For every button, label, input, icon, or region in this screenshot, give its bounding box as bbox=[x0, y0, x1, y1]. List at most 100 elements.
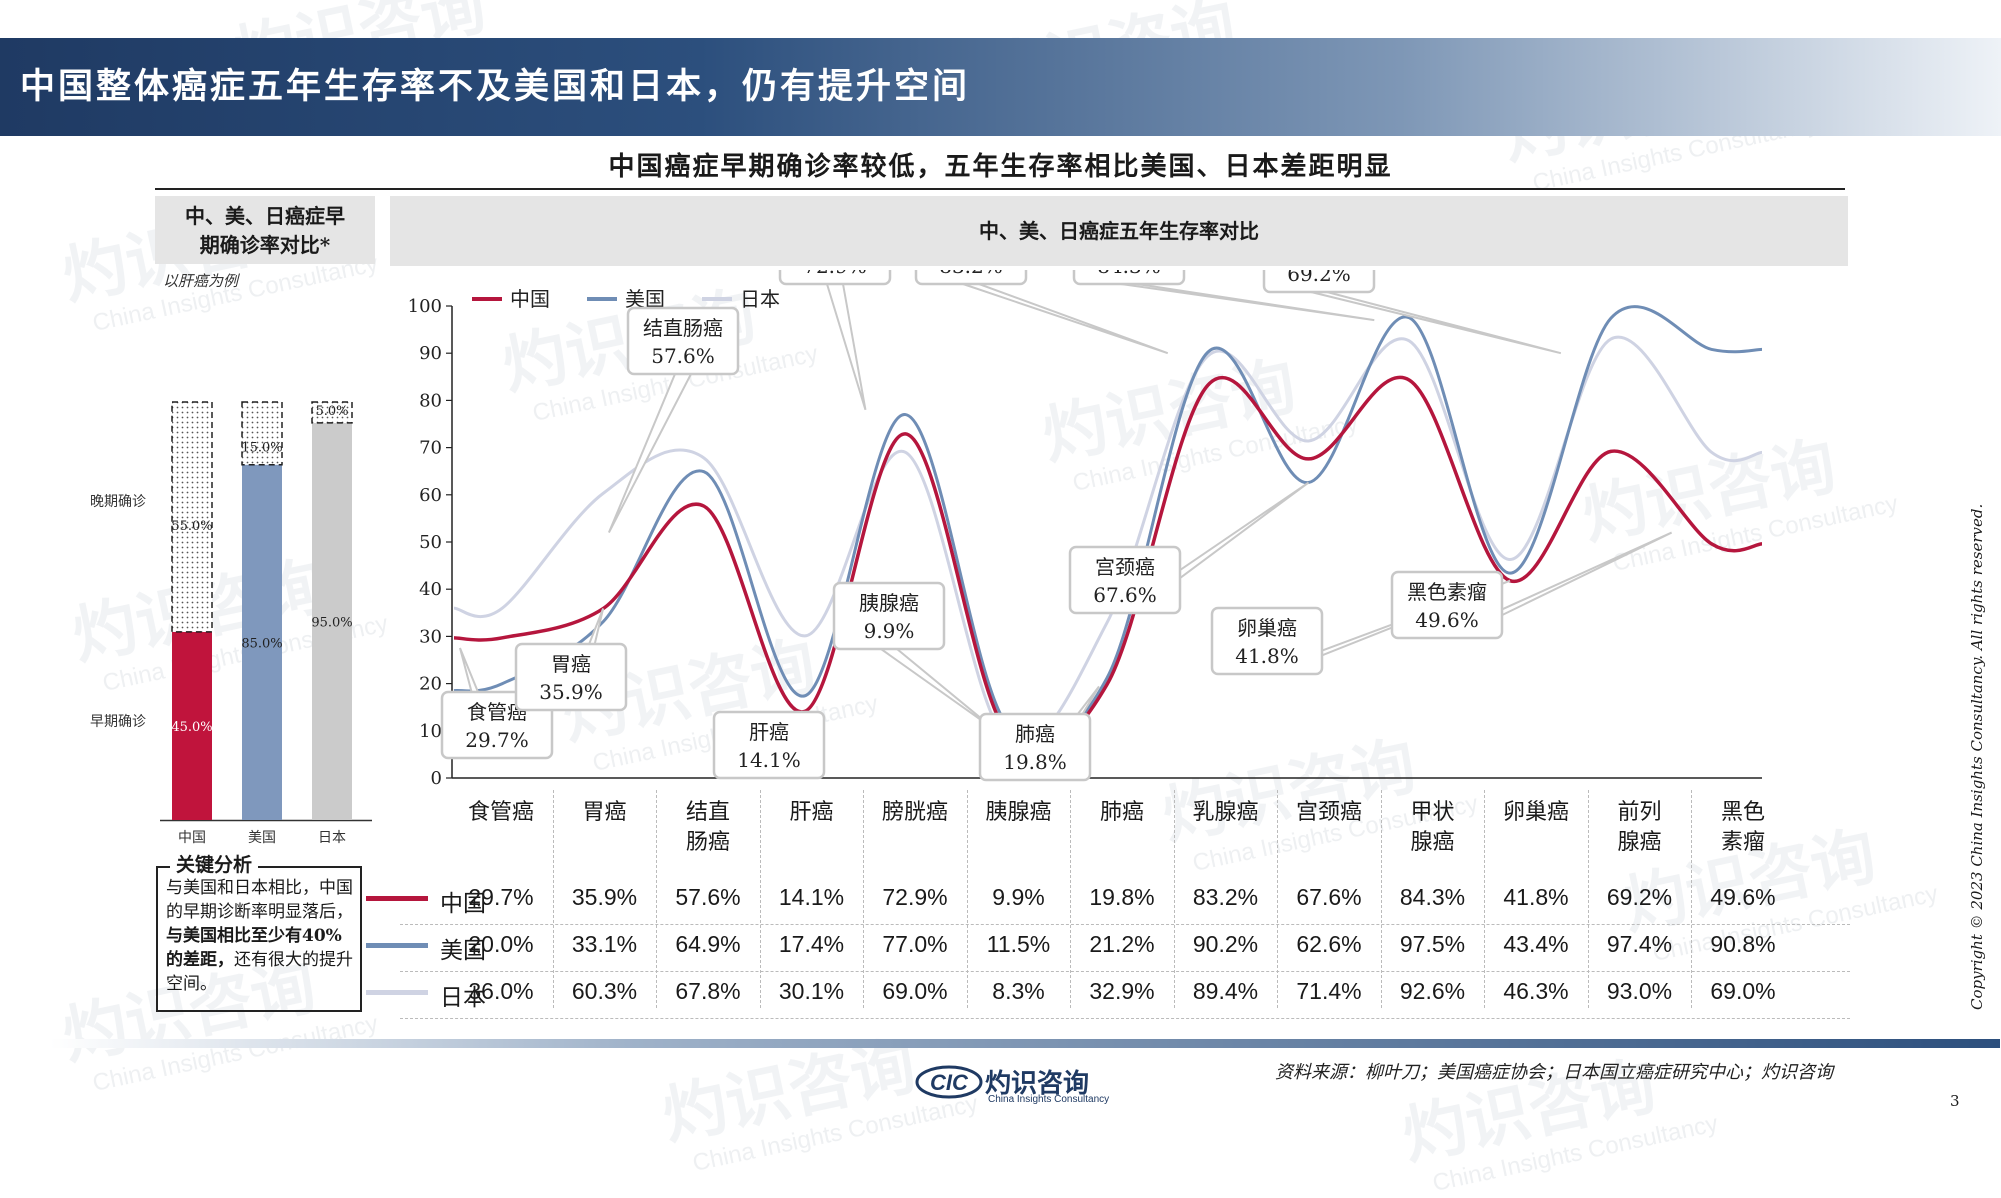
callout-name-5: 胰腺癌 bbox=[859, 591, 919, 615]
table-header-12: 黑色 素瘤 bbox=[1692, 798, 1794, 858]
callout-9: 甲状腺癌84.3% bbox=[1072, 270, 1375, 322]
key-analysis-text-end: 还有很大的提升空间。 bbox=[166, 950, 353, 994]
cic-logo-icon: CIC bbox=[915, 1065, 983, 1099]
late-stage-label: 晚期确诊 bbox=[90, 494, 146, 510]
callout-value-9: 84.3% bbox=[1097, 270, 1161, 278]
early-diagnosis-bar-chart: 45.0% 55.0% 中国 85.0% 15.0% 美国 95.0% 5.0% 日本 晚期确诊早… bbox=[90, 401, 372, 846]
table-cell: 9.9% bbox=[992, 884, 1045, 910]
table-cell: 33.1% bbox=[571, 931, 638, 957]
table-cell: 67.6% bbox=[1296, 884, 1362, 910]
table-cell: 36.0% bbox=[468, 978, 534, 1004]
table-header-line: 腺癌 bbox=[1410, 830, 1455, 855]
bar-early-2 bbox=[312, 422, 352, 820]
bar-early-label-1: 85.0% bbox=[241, 636, 282, 651]
left-panel-title-line2: 期确诊率对比* bbox=[199, 233, 331, 257]
table-header-line: 结直 bbox=[685, 800, 730, 825]
table-row-swatch-1 bbox=[366, 943, 428, 948]
table-cell: 32.9% bbox=[1089, 978, 1155, 1004]
left-panel-header: 中、美、日癌症早 期确诊率对比* bbox=[155, 196, 375, 264]
key-analysis-bold: 与美国相比至少有40%的差距， bbox=[166, 926, 342, 970]
table-cell: 30.1% bbox=[778, 978, 845, 1004]
callout-box-3 bbox=[712, 710, 826, 780]
table-row-divider bbox=[400, 971, 1850, 972]
table-row-swatch-2 bbox=[366, 990, 428, 995]
table-cell: 46.3% bbox=[1503, 978, 1569, 1004]
table-header-0: 食管癌 bbox=[450, 798, 552, 828]
table-cell: 89.4% bbox=[1192, 978, 1259, 1004]
table-header-line: 乳腺癌 bbox=[1192, 800, 1259, 825]
callout-box-4 bbox=[778, 270, 892, 286]
y-tick-label-0: 0 bbox=[431, 768, 442, 789]
table-column-divider bbox=[1380, 790, 1382, 1008]
table-header-line: 甲状 bbox=[1410, 800, 1455, 825]
callout-pointer-4 bbox=[825, 283, 867, 411]
table-header-10: 卵巢癌 bbox=[1485, 798, 1587, 828]
table-cell: 41.8% bbox=[1503, 884, 1569, 910]
table-cell: 21.2% bbox=[1089, 931, 1155, 957]
y-tick-label-10: 100 bbox=[408, 296, 442, 317]
table-header-3: 肝癌 bbox=[761, 798, 863, 828]
table-cell: 29.7% bbox=[468, 884, 534, 910]
callout-box-8 bbox=[1068, 545, 1182, 615]
callout-4: 膀胱癌72.9% bbox=[778, 270, 892, 411]
table-header-2: 结直 肠癌 bbox=[657, 798, 759, 858]
bar-early-label-2: 95.0% bbox=[311, 615, 352, 630]
table-cell: 90.8% bbox=[1710, 931, 1776, 957]
bar-early-0 bbox=[172, 631, 212, 820]
table-header-6: 肺癌 bbox=[1071, 798, 1173, 828]
watermark-subtext: China Insights Consultancy bbox=[90, 1010, 381, 1097]
table-cell: 64.9% bbox=[675, 931, 741, 957]
table-header-line: 素瘤 bbox=[1720, 830, 1765, 855]
table-column-divider bbox=[1484, 790, 1485, 1008]
callout-3: 肝癌 14.1% bbox=[712, 710, 826, 780]
bar-late-label-2: 5.0% bbox=[315, 404, 348, 419]
table-column-divider bbox=[1070, 790, 1071, 1008]
table-cell: 67.8% bbox=[675, 978, 741, 1004]
callout-box-1 bbox=[514, 642, 628, 712]
y-tick-label-2: 20 bbox=[419, 674, 442, 695]
table-cell: 57.6% bbox=[675, 884, 741, 910]
legend-label-2: 日本 bbox=[740, 287, 780, 311]
table-header-line: 腺癌 bbox=[1617, 830, 1662, 855]
callout-pointer-7 bbox=[962, 283, 1169, 355]
logo-name: 灼识咨询 bbox=[985, 1069, 1090, 1099]
callout-name-1: 胃癌 bbox=[551, 652, 591, 676]
table-row-label-0: 中国 bbox=[440, 891, 486, 917]
bar-category-1: 美国 bbox=[248, 830, 276, 846]
callout-name-2: 结直肠癌 bbox=[643, 316, 723, 340]
table-cell: 60.3% bbox=[571, 978, 638, 1004]
bar-late-label-0: 55.0% bbox=[171, 519, 212, 534]
table-column-divider bbox=[1277, 790, 1278, 1008]
table-cell: 43.4% bbox=[1503, 931, 1569, 957]
table-column-divider bbox=[863, 790, 864, 1008]
callout-name-6: 肺癌 bbox=[1015, 722, 1055, 746]
table-cell: 97.5% bbox=[1399, 931, 1466, 957]
bar-early-label-bg-0 bbox=[171, 717, 213, 734]
callout-value-5: 9.9% bbox=[864, 619, 915, 643]
table-header-9: 甲状 腺癌 bbox=[1382, 798, 1484, 858]
callout-value-10: 41.8% bbox=[1235, 644, 1299, 668]
callout-value-2: 57.6% bbox=[651, 344, 715, 368]
table-cell: 90.2% bbox=[1192, 931, 1259, 957]
callout-12: 黑色素瘤 49.6% bbox=[1390, 531, 1673, 640]
early-stage-label: 早期确诊 bbox=[90, 714, 146, 730]
subtitle-divider bbox=[155, 188, 1845, 190]
table-header-8: 宫颈癌 bbox=[1278, 798, 1380, 828]
bar-category-0: 中国 bbox=[178, 830, 206, 846]
callout-value-6: 19.8% bbox=[1003, 750, 1067, 774]
watermark-text: 灼识咨询 bbox=[1396, 1048, 1663, 1175]
table-cell: 83.2% bbox=[1192, 884, 1259, 910]
table-header-line: 宫颈癌 bbox=[1295, 800, 1362, 825]
table-header-1: 胃癌 bbox=[554, 798, 656, 828]
page-subtitle: 中国癌症早期确诊率较低，五年生存率相比美国、日本差距明显 bbox=[608, 152, 1393, 182]
callout-box-2 bbox=[626, 306, 740, 376]
callout-2: 结直肠癌 57.6% bbox=[608, 306, 740, 534]
y-tick-label-3: 30 bbox=[419, 626, 442, 647]
table-header-4: 膀胱癌 bbox=[864, 798, 966, 828]
table-cell: 93.0% bbox=[1606, 978, 1673, 1004]
callout-name-10: 卵巢癌 bbox=[1237, 616, 1297, 640]
bar-early-label-bg-2 bbox=[311, 612, 353, 629]
callout-box-12 bbox=[1390, 570, 1504, 640]
table-column-divider bbox=[1173, 790, 1175, 1008]
table-cell: 17.4% bbox=[778, 931, 845, 957]
